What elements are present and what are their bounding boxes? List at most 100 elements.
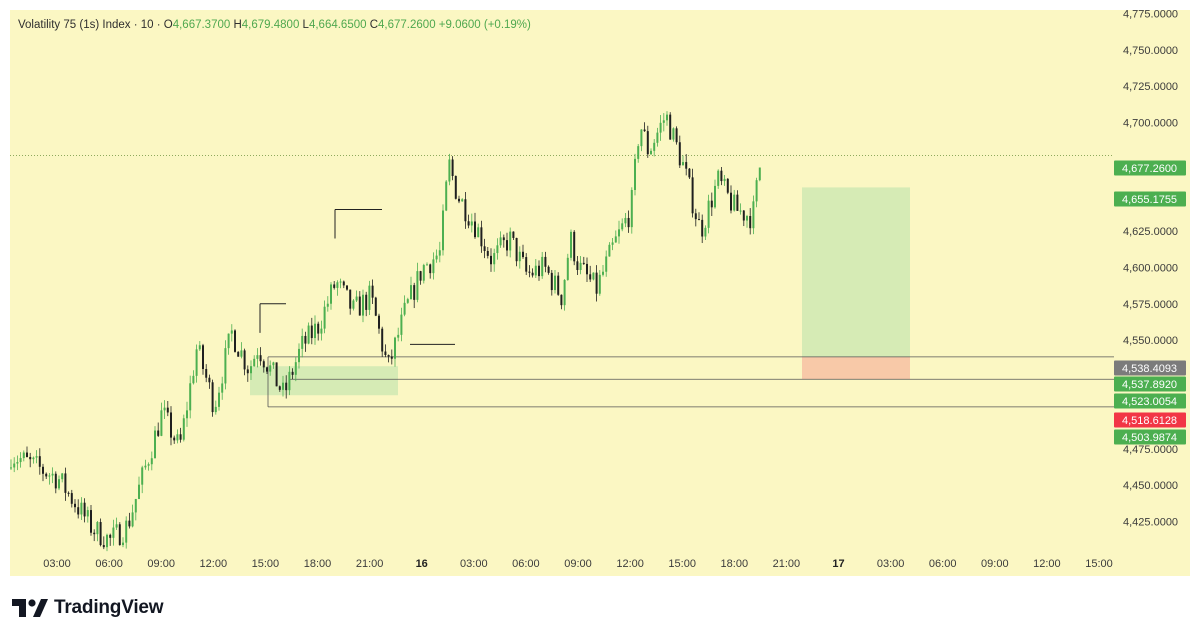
time-tick-label: 17 [832, 558, 844, 570]
candle [579, 256, 582, 275]
candle [694, 208, 697, 227]
time-tick-label: 06:00 [95, 558, 123, 570]
price-tag[interactable]: 4,677.2600 [1114, 160, 1186, 176]
candle [333, 281, 336, 290]
price-tag[interactable]: 4,523.0054 [1114, 393, 1186, 409]
time-tick-label: 15:00 [1085, 558, 1113, 570]
candle [739, 203, 742, 215]
candle [118, 522, 121, 546]
candle [195, 344, 198, 383]
candle [518, 246, 521, 269]
time-tick-label: 18:00 [721, 558, 749, 570]
candle [234, 329, 236, 353]
candle [419, 270, 422, 285]
price-axis-svg[interactable]: 4,775.0000 4,750.0000 4,725.0000 4,700.0000… [1114, 10, 1190, 576]
candle [486, 246, 489, 259]
candle [394, 336, 396, 367]
candle [275, 362, 278, 387]
price-tick-label: 4,475.0000 [1123, 444, 1178, 456]
candle [582, 256, 585, 265]
candle [48, 472, 51, 485]
candle [749, 208, 752, 235]
candle [547, 265, 550, 275]
price-tick-label: 4,600.0000 [1123, 263, 1178, 275]
candle [355, 290, 358, 303]
candle [51, 467, 54, 484]
candle [160, 402, 163, 437]
candle [282, 375, 284, 397]
candle [218, 386, 220, 411]
candle [509, 227, 512, 258]
time-tick-label: 21:00 [356, 558, 384, 570]
candle [61, 472, 64, 483]
candle [746, 214, 748, 228]
price-tag[interactable]: 4,538.4093 [1114, 360, 1186, 376]
candle [208, 374, 211, 389]
close-label: C [369, 19, 379, 31]
candle [429, 263, 432, 279]
price-tick-label: 4,775.0000 [1123, 10, 1178, 21]
candle [541, 251, 544, 279]
candle [342, 280, 345, 289]
candle [224, 340, 227, 390]
candle [166, 400, 169, 417]
candle [550, 269, 553, 296]
candle [371, 279, 374, 305]
candle [595, 265, 598, 302]
svg-text:4,503.9874: 4,503.9874 [1122, 432, 1177, 444]
candle [70, 489, 73, 508]
candle [483, 238, 486, 259]
candle [730, 185, 732, 214]
time-tick-label: 06:00 [929, 558, 957, 570]
candle [250, 360, 252, 380]
svg-text:4,677.2600: 4,677.2600 [1122, 163, 1177, 175]
candle [592, 272, 595, 281]
demand-zone[interactable] [250, 366, 398, 396]
candle [733, 189, 736, 212]
price-tag[interactable]: 4,503.9874 [1114, 429, 1186, 445]
candle [557, 272, 560, 296]
time-tick-label: 16 [416, 558, 428, 570]
candle [99, 518, 102, 547]
candle [246, 365, 249, 382]
candle [678, 135, 681, 169]
loss-zone[interactable] [802, 356, 910, 380]
candle [262, 359, 265, 373]
price-tag[interactable]: 4,518.6128 [1114, 412, 1186, 428]
candle [352, 299, 355, 311]
price-tag[interactable]: 4,655.1755 [1114, 191, 1186, 207]
candle [38, 448, 41, 475]
price-tag[interactable]: 4,537.8920 [1114, 376, 1186, 392]
candle [314, 315, 316, 345]
svg-text:4,538.4093: 4,538.4093 [1122, 363, 1177, 375]
chart-pane[interactable]: Volatility 75 (1s) Index · 10 · O4,667.3… [10, 10, 1114, 576]
candle [707, 194, 710, 234]
time-tick-label: 15:00 [252, 558, 280, 570]
candle [339, 278, 342, 289]
profit-zone[interactable] [802, 187, 910, 357]
price-tick-label: 4,425.0000 [1123, 517, 1178, 529]
close-value: 4,677.2600 [378, 19, 436, 31]
candle [141, 465, 144, 494]
candle [179, 427, 182, 443]
time-axis: 03:00 06:00 09:00 12:00 15:00 18:00 21:00 16 03:… [43, 558, 1113, 570]
candlestick-plot[interactable]: 03:00 06:00 09:00 12:00 15:00 18:00 21:00 16 03:… [10, 10, 1114, 576]
time-tick-label: 12:00 [200, 558, 228, 570]
candle [403, 295, 406, 317]
candle [560, 294, 563, 310]
candle [266, 366, 268, 374]
candle [608, 242, 611, 257]
candle [538, 260, 540, 281]
candle [570, 229, 572, 261]
candle [278, 385, 281, 392]
svg-text:4,518.6128: 4,518.6128 [1122, 415, 1177, 427]
candle [54, 471, 57, 494]
candle [672, 127, 675, 142]
candle [515, 237, 518, 267]
candle [464, 191, 467, 229]
candle [80, 497, 83, 520]
candle [365, 291, 368, 317]
price-axis[interactable]: 4,775.0000 4,750.0000 4,725.0000 4,700.0000… [1114, 10, 1190, 576]
candle [221, 376, 224, 400]
candle [112, 519, 115, 546]
